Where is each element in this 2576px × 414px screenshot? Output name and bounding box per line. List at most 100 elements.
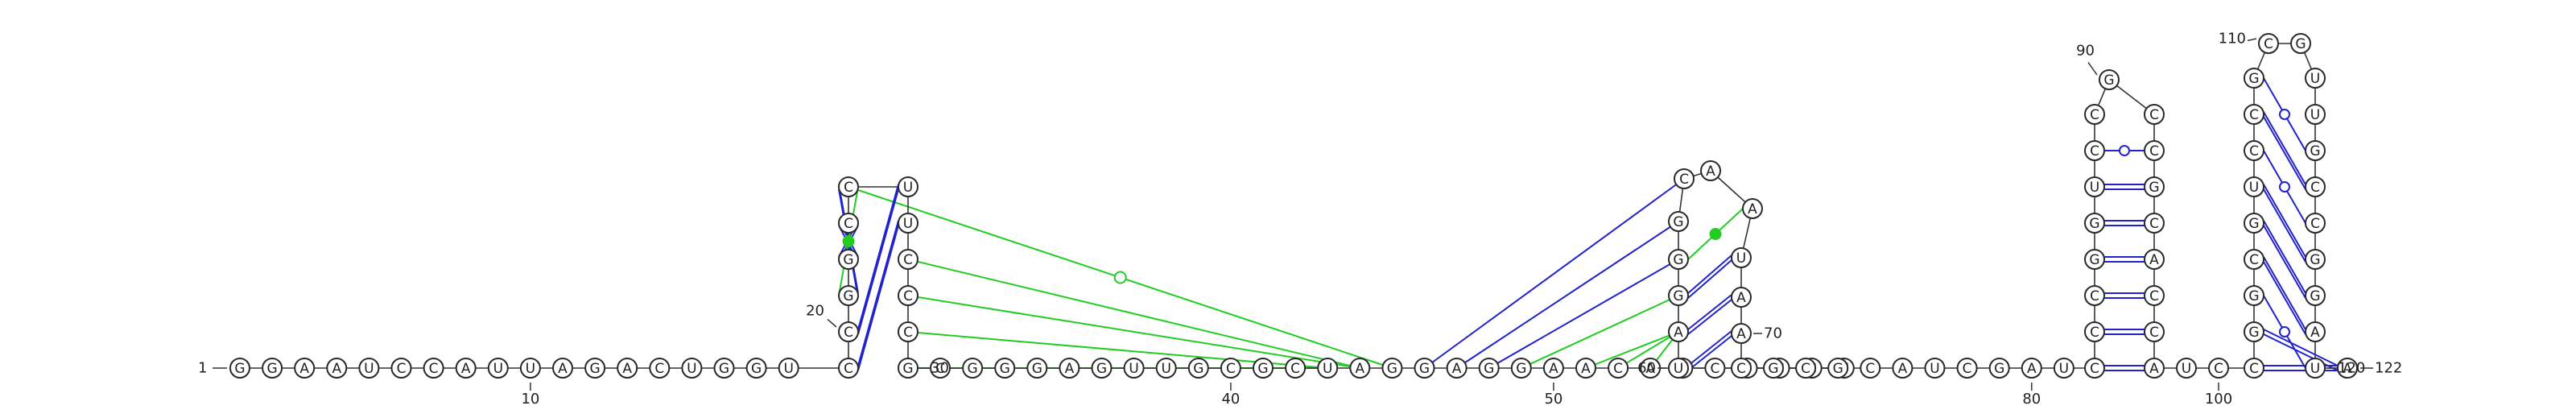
nucleotide: U [681, 358, 703, 379]
nucleotide-letter: C [2090, 107, 2099, 123]
nucleotide-letter: C [2149, 288, 2159, 304]
nucleotide-letter: A [332, 361, 341, 377]
nucleotide-letter: G [267, 361, 278, 377]
nucleotide: U [1924, 358, 1946, 379]
nucleotide-letter: C [2249, 143, 2259, 159]
nucleotide-letter: C [2249, 252, 2259, 268]
nucleotide-letter: G [1673, 288, 1683, 304]
nucleotide-letter: A [1748, 201, 1757, 217]
nucleotide-letter: A [1452, 361, 1462, 377]
nucleotide-letter: G [1193, 361, 1203, 377]
nucleotide: C [2084, 285, 2105, 306]
nucleotide-letter: U [1930, 361, 1939, 377]
nucleotide-letter: C [903, 288, 913, 304]
base-pair [2104, 365, 2145, 371]
nucleotide-letter: G [2089, 252, 2099, 268]
nucleotide: A [1892, 358, 1913, 379]
nucleotide: U [358, 358, 380, 379]
nucleotide: C [1220, 358, 1241, 379]
nucleotide-letter: C [844, 325, 853, 341]
nucleotide-letter: G [2310, 288, 2320, 304]
position-label: 110 [2219, 31, 2246, 48]
nucleotide-letter: A [2027, 361, 2037, 377]
nucleotide-letter: G [1484, 361, 1494, 377]
nucleotide-letter: U [2090, 180, 2099, 196]
nucleotides-layer: G G A A U C C A U U A G A C U G G U C C G G C C U U C C C G C G G G A G U U G C… [229, 33, 2358, 379]
nucleotide-letter: A [1355, 361, 1364, 377]
base-pair [2263, 295, 2306, 369]
nucleotide: G [2244, 68, 2264, 89]
nucleotide-letter: A [1674, 325, 1683, 341]
base-pair [2104, 145, 2145, 156]
nucleotide: C [2144, 140, 2165, 161]
nucleotide-letter: A [1065, 361, 1075, 377]
nucleotide: U [487, 358, 509, 379]
nucleotide: U [2305, 104, 2326, 125]
nucleotide-letter: U [1323, 361, 1332, 377]
nucleotide: G [1668, 285, 1689, 306]
nucleotide-letter: A [558, 361, 568, 377]
nucleotide-letter: U [364, 361, 374, 377]
nucleotide-letter: A [461, 361, 471, 377]
nucleotide: G [2244, 213, 2264, 234]
nucleotide-letter: G [719, 361, 729, 377]
base-pair [2263, 220, 2306, 299]
nucleotide: G [1827, 358, 1849, 379]
nucleotide-letter: G [590, 361, 601, 377]
nucleotide: G [2290, 33, 2311, 54]
nucleotide: A [1742, 198, 1763, 219]
nucleotide: A [294, 358, 316, 379]
nucleotide-letter: C [844, 361, 853, 377]
nucleotide-letter: A [622, 361, 632, 377]
base-pair [2104, 329, 2145, 335]
base-pair [1687, 255, 1732, 299]
nucleotide: G [2244, 321, 2264, 342]
nucleotide: A [2337, 358, 2358, 379]
nucleotide-letter: A [1736, 326, 1746, 342]
nucleotide-letter: U [2182, 361, 2191, 377]
nucleotide: U [2244, 176, 2264, 197]
nucleotide-letter: C [2249, 361, 2259, 377]
nucleotide: C [2144, 104, 2165, 125]
position-label: 30 [931, 360, 949, 377]
nucleotide: G [994, 358, 1016, 379]
base-pair [2104, 220, 2145, 226]
nucleotide-letter: C [2149, 325, 2159, 341]
long-range-link [1617, 331, 1679, 369]
nucleotide-letter: C [2149, 216, 2159, 232]
nucleotide: U [2305, 68, 2326, 89]
position-label: 60 [1637, 360, 1656, 377]
nucleotide: C [1795, 358, 1817, 379]
nucleotide-letter: C [1801, 361, 1810, 377]
nucleotide-letter: U [783, 361, 793, 377]
base-pair [2263, 150, 2306, 224]
nucleotide: G [1026, 358, 1048, 379]
nucleotide: C [2084, 321, 2105, 342]
nucleotide-letter: G [1994, 361, 2004, 377]
nucleotide: C [2244, 140, 2264, 161]
nucleotide-letter: U [2059, 361, 2069, 377]
nucleotide: G [1414, 358, 1435, 379]
labels-layer: 1 122 10 40 50 80 100 20 30 60 70 90 110 120 [198, 31, 2402, 408]
position-label-connector [2087, 61, 2098, 76]
nucleotide: C [1285, 358, 1307, 379]
nucleotide: A [1349, 358, 1371, 379]
nucleotide: G [745, 358, 767, 379]
nucleotide: G [2084, 249, 2105, 270]
nucleotide-letter: G [2248, 216, 2259, 232]
nucleotide-letter: G [1096, 361, 1107, 377]
nucleotide: C [1674, 168, 1695, 189]
nucleotide-letter: U [2310, 361, 2320, 377]
nucleotide-letter: U [1129, 361, 1138, 377]
nucleotide: G [838, 249, 859, 270]
nucleotide: A [552, 358, 573, 379]
long-range-link [907, 295, 1360, 369]
nucleotide: U [1123, 358, 1145, 379]
nucleotide: C [423, 358, 444, 379]
nucleotide-letter: C [654, 361, 664, 377]
nucleotide: G [1478, 358, 1500, 379]
nucleotide-letter: U [903, 180, 913, 196]
nucleotide-letter: C [2090, 325, 2099, 341]
nucleotide: C [930, 358, 951, 379]
nucleotide: C [2084, 140, 2105, 161]
